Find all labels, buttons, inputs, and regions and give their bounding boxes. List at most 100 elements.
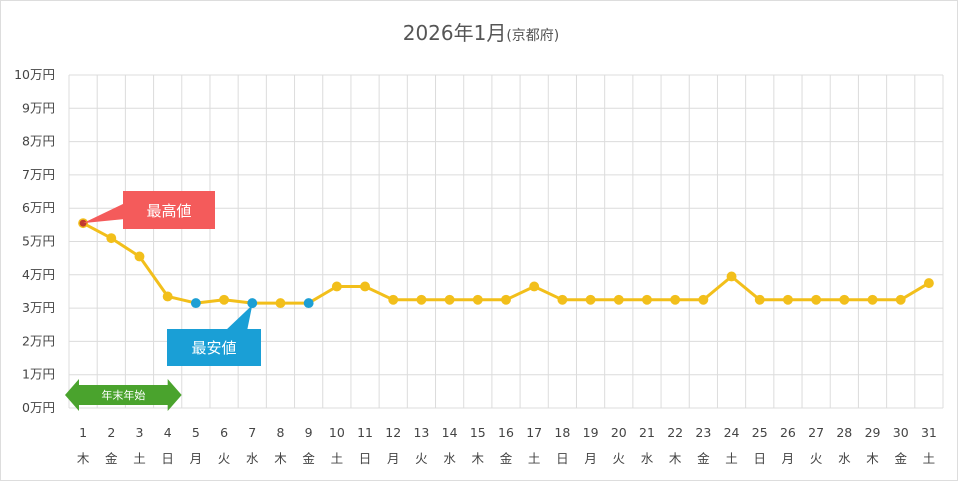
data-point (360, 281, 370, 292)
data-point (839, 294, 850, 305)
y-tick-label: 4万円 (22, 267, 55, 282)
x-tick-weekday: 水 (838, 451, 851, 466)
x-tick-day: 10 (329, 425, 345, 440)
high-callout-label: 最高値 (146, 202, 191, 220)
x-tick-weekday: 火 (613, 451, 626, 466)
x-tick-weekday: 金 (105, 451, 118, 466)
x-axis-ticks: 1木2金3土4日5月6火7水8木9金10土11日12月13火14水15木16金1… (77, 425, 937, 466)
x-tick-weekday: 木 (669, 451, 682, 466)
x-tick-day: 25 (752, 425, 768, 440)
data-point (444, 294, 455, 305)
x-tick-day: 29 (865, 425, 881, 440)
x-tick-weekday: 月 (782, 451, 795, 466)
data-point (895, 294, 906, 305)
data-point (754, 294, 765, 305)
x-tick-weekday: 土 (725, 451, 738, 466)
x-tick-day: 6 (220, 425, 228, 440)
x-tick-weekday: 金 (302, 451, 315, 466)
x-tick-day: 3 (136, 425, 144, 440)
chart-title: 2026年1月(京都府) (403, 21, 560, 45)
data-point (106, 233, 117, 244)
x-tick-day: 19 (583, 425, 599, 440)
x-tick-weekday: 土 (923, 451, 936, 466)
y-tick-label: 2万円 (22, 333, 55, 348)
period-double-arrow-icon (65, 379, 182, 411)
data-point (585, 294, 596, 305)
x-tick-day: 24 (724, 425, 740, 440)
x-tick-weekday: 土 (528, 451, 541, 466)
data-point (331, 281, 342, 292)
x-tick-weekday: 水 (246, 451, 259, 466)
data-point (698, 294, 709, 305)
x-tick-weekday: 火 (415, 451, 428, 466)
y-axis-ticks: 0万円 1万円 2万円 3万円 4万円 5万円 6万円 7万円 8万円 9万円 10万円 (14, 67, 55, 415)
high-callout-pointer (83, 203, 125, 224)
data-point (557, 294, 568, 305)
y-tick-label: 6万円 (22, 200, 55, 215)
x-tick-weekday: 木 (77, 451, 90, 466)
x-tick-weekday: 土 (133, 451, 146, 466)
x-tick-day: 2 (107, 425, 115, 440)
x-tick-weekday: 日 (753, 451, 766, 466)
x-tick-day: 12 (385, 425, 401, 440)
x-tick-weekday: 日 (359, 451, 372, 466)
data-point (529, 281, 540, 292)
data-point (388, 294, 399, 305)
series-points (78, 218, 934, 309)
y-tick-label: 9万円 (22, 100, 55, 115)
x-tick-day: 18 (554, 425, 570, 440)
y-tick-label: 7万円 (22, 167, 55, 182)
x-tick-day: 13 (413, 425, 429, 440)
x-tick-day: 22 (667, 425, 683, 440)
data-point (782, 294, 793, 305)
data-point (162, 291, 173, 302)
chart-title-sub: (京都府) (506, 28, 559, 44)
x-tick-weekday: 月 (387, 451, 400, 466)
low-callout-label: 最安値 (191, 339, 236, 357)
x-tick-day: 9 (305, 425, 313, 440)
x-tick-day: 26 (780, 425, 796, 440)
x-tick-weekday: 水 (641, 451, 654, 466)
x-tick-weekday: 木 (866, 451, 879, 466)
x-tick-day: 20 (611, 425, 627, 440)
x-tick-weekday: 金 (894, 451, 907, 466)
x-tick-weekday: 水 (443, 451, 456, 466)
x-tick-weekday: 土 (331, 451, 344, 466)
y-tick-label: 3万円 (22, 300, 55, 315)
x-tick-weekday: 火 (218, 451, 231, 466)
x-tick-day: 11 (357, 425, 373, 440)
low-value-callout: 最安値 (167, 305, 261, 366)
high-callout-box (123, 191, 215, 229)
data-point (472, 294, 483, 305)
x-tick-day: 28 (836, 425, 852, 440)
x-tick-weekday: 火 (810, 451, 823, 466)
x-tick-weekday: 月 (584, 451, 597, 466)
x-tick-day: 31 (921, 425, 937, 440)
data-point (275, 298, 286, 309)
x-tick-day: 7 (248, 425, 256, 440)
y-tick-label: 5万円 (22, 234, 55, 249)
data-point (190, 298, 201, 309)
data-point (247, 298, 258, 309)
data-point (811, 294, 822, 305)
x-tick-day: 23 (695, 425, 711, 440)
y-tick-label: 8万円 (22, 134, 55, 149)
data-point (670, 294, 681, 305)
x-tick-day: 5 (192, 425, 200, 440)
y-tick-label: 1万円 (22, 367, 55, 382)
x-tick-day: 17 (526, 425, 542, 440)
data-point (134, 251, 145, 262)
data-point (219, 294, 230, 305)
data-point (416, 294, 427, 305)
data-point (501, 294, 511, 305)
x-tick-weekday: 木 (472, 451, 485, 466)
data-point (726, 271, 737, 282)
y-tick-label: 10万円 (14, 67, 55, 82)
data-point (642, 294, 652, 305)
chart-title-main: 2026年1月 (403, 21, 507, 45)
x-tick-day: 1 (79, 425, 87, 440)
period-tag-label: 年末年始 (101, 388, 145, 402)
grid-lines (68, 74, 944, 409)
